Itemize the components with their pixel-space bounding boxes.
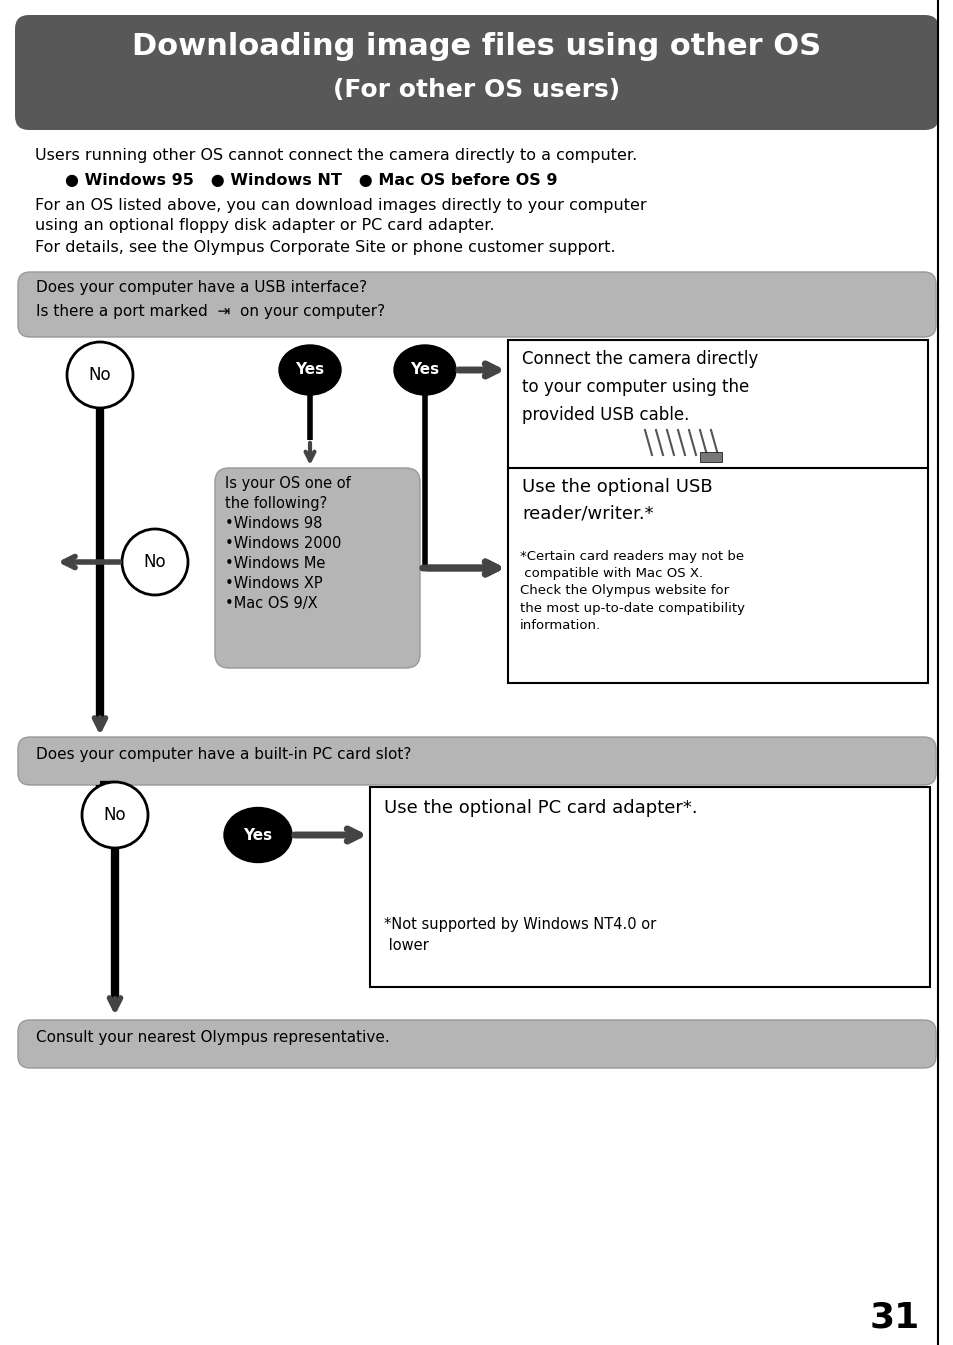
Text: Use the optional PC card adapter*.: Use the optional PC card adapter*. [384, 799, 697, 816]
FancyBboxPatch shape [18, 1020, 935, 1068]
Text: Yes: Yes [410, 363, 439, 378]
Text: *Not supported by Windows NT4.0 or
 lower: *Not supported by Windows NT4.0 or lower [384, 917, 656, 954]
Text: Is there a port marked  ⇥  on your computer?: Is there a port marked ⇥ on your compute… [36, 304, 385, 319]
Text: Downloading image files using other OS: Downloading image files using other OS [132, 32, 821, 61]
FancyBboxPatch shape [214, 468, 419, 668]
Text: Yes: Yes [243, 827, 273, 842]
Text: For details, see the Olympus Corporate Site or phone customer support.: For details, see the Olympus Corporate S… [35, 239, 615, 256]
Text: No: No [144, 553, 166, 572]
Text: Does your computer have a USB interface?: Does your computer have a USB interface? [36, 280, 367, 295]
Text: Is your OS one of
the following?
•Windows 98
•Windows 2000
•Windows Me
•Windows : Is your OS one of the following? •Window… [225, 476, 351, 611]
Circle shape [82, 781, 148, 847]
FancyBboxPatch shape [18, 737, 935, 785]
Text: Use the optional USB
reader/writer.*: Use the optional USB reader/writer.* [521, 477, 712, 522]
Bar [700, 452, 721, 461]
Ellipse shape [224, 807, 292, 862]
Text: (For other OS users): (For other OS users) [334, 78, 619, 102]
Text: For an OS listed above, you can download images directly to your computer: For an OS listed above, you can download… [35, 198, 646, 213]
FancyBboxPatch shape [18, 272, 935, 338]
Ellipse shape [278, 346, 340, 395]
Text: using an optional floppy disk adapter or PC card adapter.: using an optional floppy disk adapter or… [35, 218, 494, 233]
Text: *Certain card readers may not be
 compatible with Mac OS X.
Check the Olympus we: *Certain card readers may not be compati… [519, 550, 744, 632]
FancyBboxPatch shape [15, 15, 938, 130]
Text: 31: 31 [869, 1301, 919, 1334]
Bar [507, 340, 927, 469]
Text: Does your computer have a built-in PC card slot?: Does your computer have a built-in PC ca… [36, 746, 411, 763]
Circle shape [67, 342, 132, 408]
Text: Users running other OS cannot connect the camera directly to a computer.: Users running other OS cannot connect th… [35, 148, 637, 163]
Bar [507, 468, 927, 683]
Bar [370, 787, 929, 987]
Text: ● Windows 95   ● Windows NT   ● Mac OS before OS 9: ● Windows 95 ● Windows NT ● Mac OS befor… [65, 174, 557, 188]
Text: Yes: Yes [295, 363, 324, 378]
Text: Consult your nearest Olympus representative.: Consult your nearest Olympus representat… [36, 1030, 390, 1045]
Text: No: No [104, 806, 126, 824]
Text: Connect the camera directly
to your computer using the
provided USB cable.: Connect the camera directly to your comp… [521, 350, 758, 424]
Circle shape [122, 529, 188, 594]
Text: No: No [89, 366, 112, 385]
Ellipse shape [394, 346, 456, 395]
